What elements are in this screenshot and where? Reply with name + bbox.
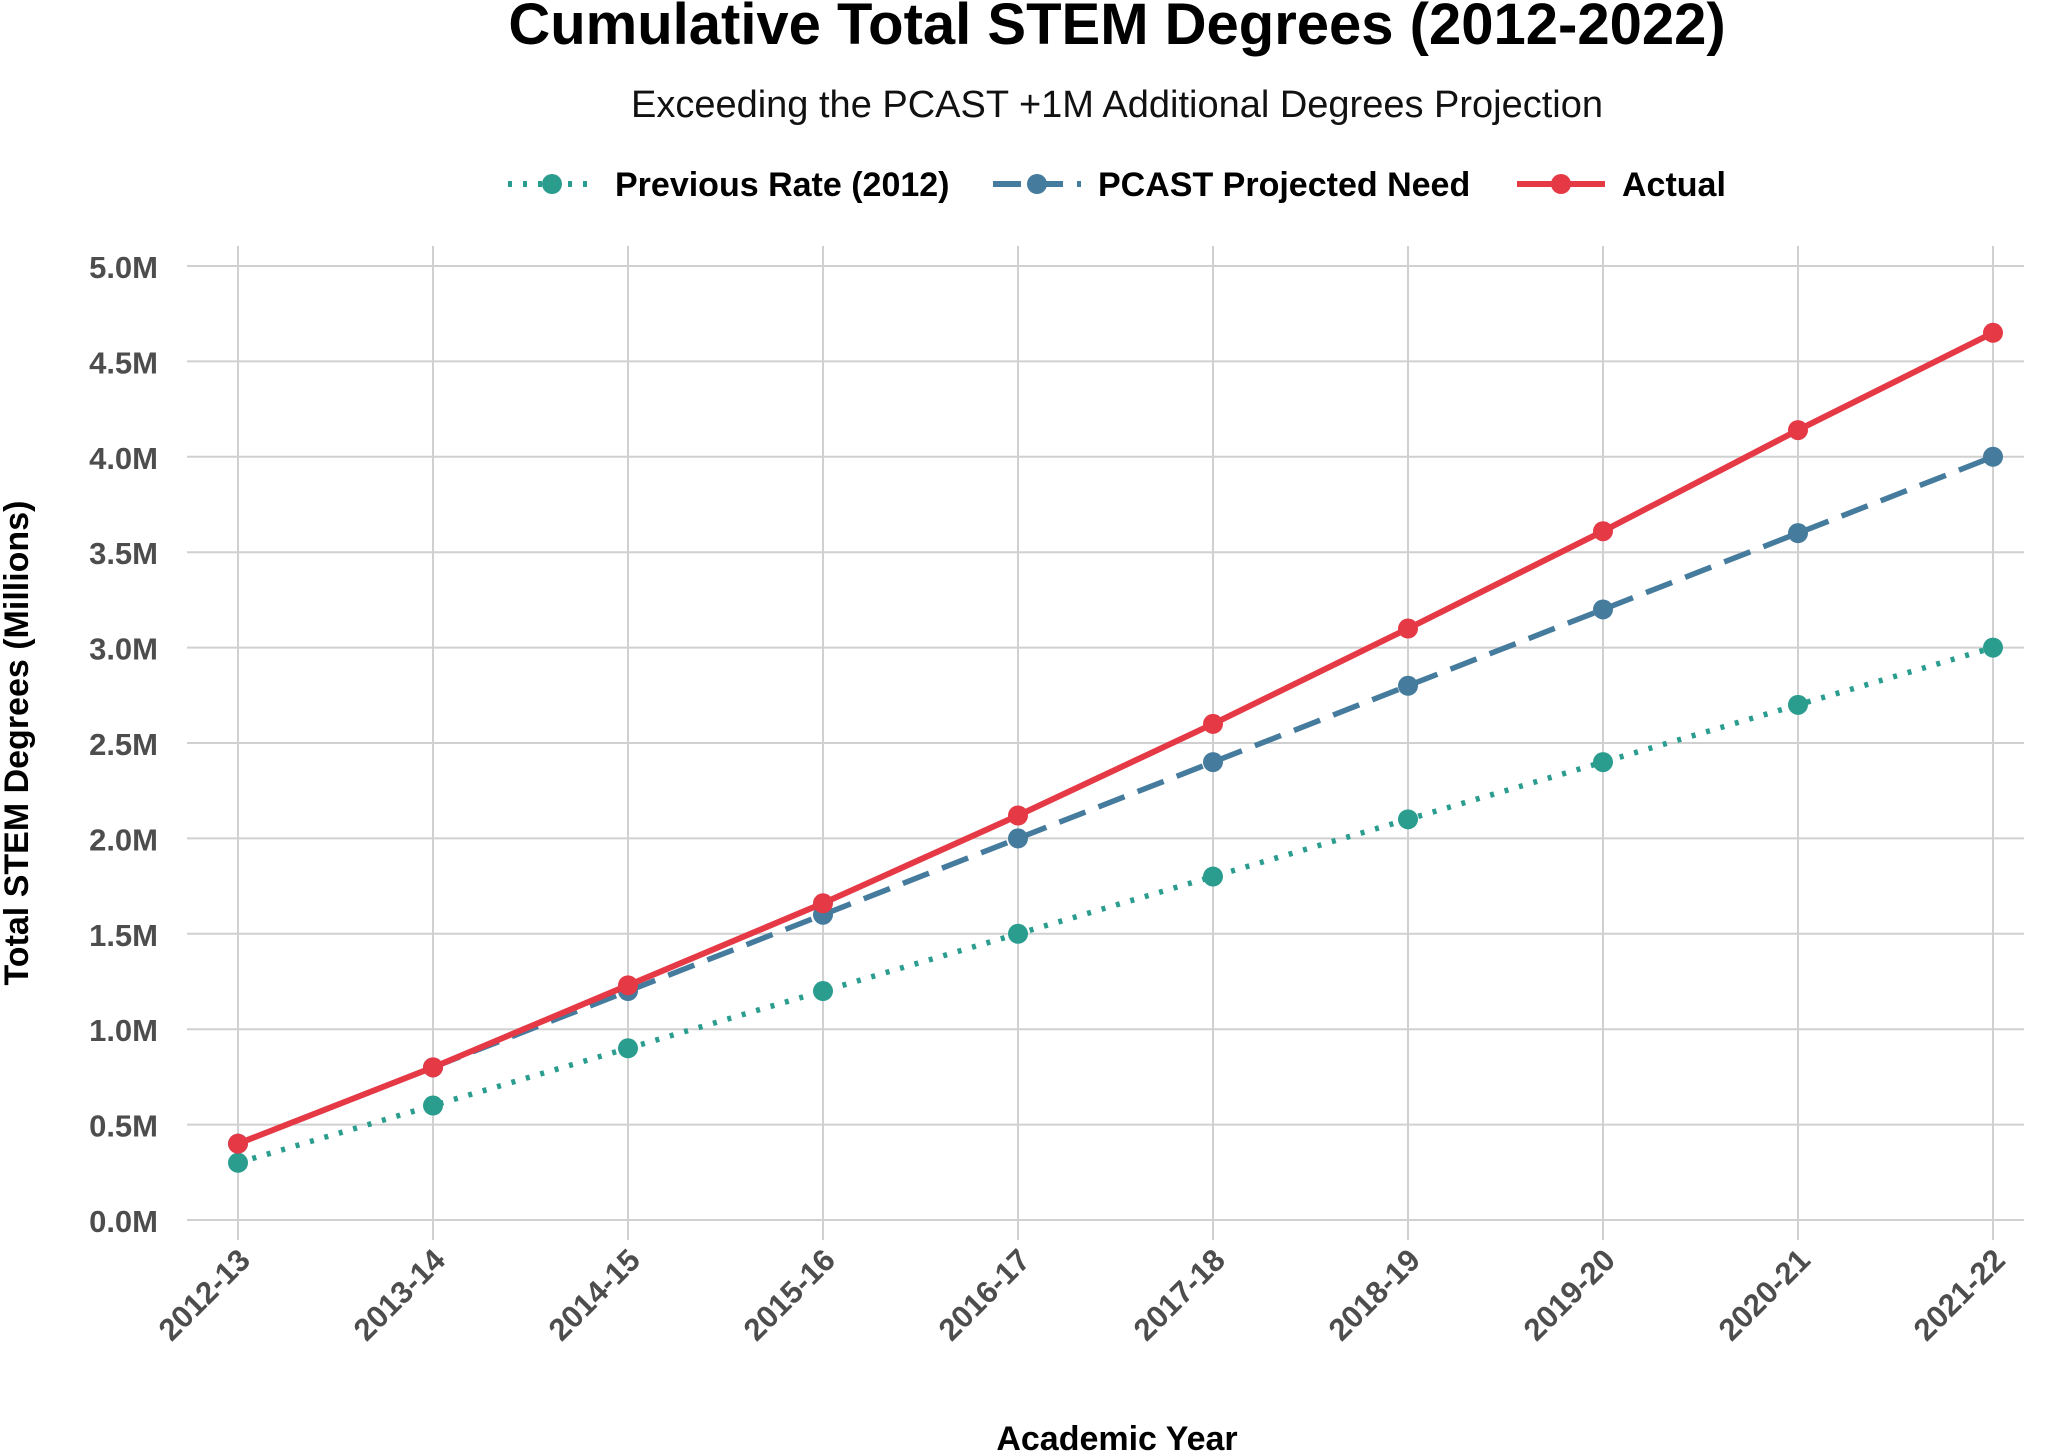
y-tick-label: 4.5M [89,345,158,380]
data-point [423,1095,443,1116]
legend-key-marker [1551,174,1571,194]
x-axis-label: Academic Year [996,1420,1237,1451]
data-point [423,1057,443,1078]
x-tick-label: 2016-17 [932,1242,1037,1347]
x-tick-label: 2015-16 [737,1242,842,1347]
y-tick-label: 3.5M [89,536,158,571]
data-point [228,1152,248,1173]
data-point [813,893,833,914]
data-point [1593,599,1613,620]
data-point [1203,713,1223,734]
data-point [1788,420,1808,441]
data-point [1398,618,1418,639]
data-point [1398,809,1418,830]
y-tick-label: 2.0M [89,822,158,857]
y-axis-ticks: 0.0M 0.5M 1.0M 1.5M 2.0M 2.5M 3.0M 3.5M 4.0M 4.5M… [89,250,158,1239]
series-previous-rate-2012- [228,637,2003,1173]
x-tick-label: 2018-19 [1322,1242,1427,1347]
y-tick-label: 2.5M [89,727,158,762]
data-point [1398,675,1418,696]
legend: Previous Rate (2012) PCAST Projected Need… [508,166,1726,204]
y-tick-label: 5.0M [89,250,158,285]
chart-title: Cumulative Total STEM Degrees (2012-2022… [508,0,1725,57]
legend-label: Previous Rate (2012) [615,166,950,204]
data-point [1983,637,2003,658]
data-point [1788,694,1808,715]
y-tick-label: 0.5M [89,1109,158,1144]
data-point [1203,752,1223,773]
data-point [1788,523,1808,544]
data-point [618,1038,638,1059]
data-point [1008,805,1028,826]
x-tick-label: 2017-18 [1127,1242,1232,1347]
data-point [1593,521,1613,542]
legend-label: Actual [1622,166,1726,204]
data-point [1008,828,1028,849]
data-point [1983,322,2003,343]
legend-key-marker [1027,174,1047,194]
data-point [1983,446,2003,467]
x-tick-label: 2012-13 [152,1242,257,1347]
data-point [1008,923,1028,944]
data-point [228,1133,248,1154]
y-axis-label: Total STEM Degrees (Millions) [0,501,36,986]
x-tick-label: 2020-21 [1712,1242,1817,1347]
y-tick-label: 1.0M [89,1013,158,1048]
data-point [1593,752,1613,773]
grid [187,246,2024,1240]
x-tick-label: 2021-22 [1907,1242,2012,1347]
y-tick-label: 4.0M [89,441,158,476]
x-tick-label: 2013-14 [347,1242,453,1348]
legend-label: PCAST Projected Need [1098,166,1470,204]
data-point [813,981,833,1002]
y-tick-label: 1.5M [89,918,158,953]
y-tick-label: 3.0M [89,632,158,667]
series-line [236,330,1995,1147]
series-group [228,322,2003,1173]
chart-subtitle: Exceeding the PCAST +1M Additional Degre… [631,84,1603,126]
x-tick-label: 2019-20 [1517,1242,1622,1347]
data-point [1203,866,1223,887]
x-tick-label: 2014-15 [542,1242,647,1347]
series-line [237,644,1994,1166]
series-actual [228,322,2003,1154]
x-axis-ticks: 2012-13 2013-14 2014-15 2015-16 2016-17 2017-… [152,1242,2012,1348]
y-tick-label: 0.0M [89,1204,158,1239]
data-point [618,975,638,996]
legend-key-marker [542,174,562,194]
